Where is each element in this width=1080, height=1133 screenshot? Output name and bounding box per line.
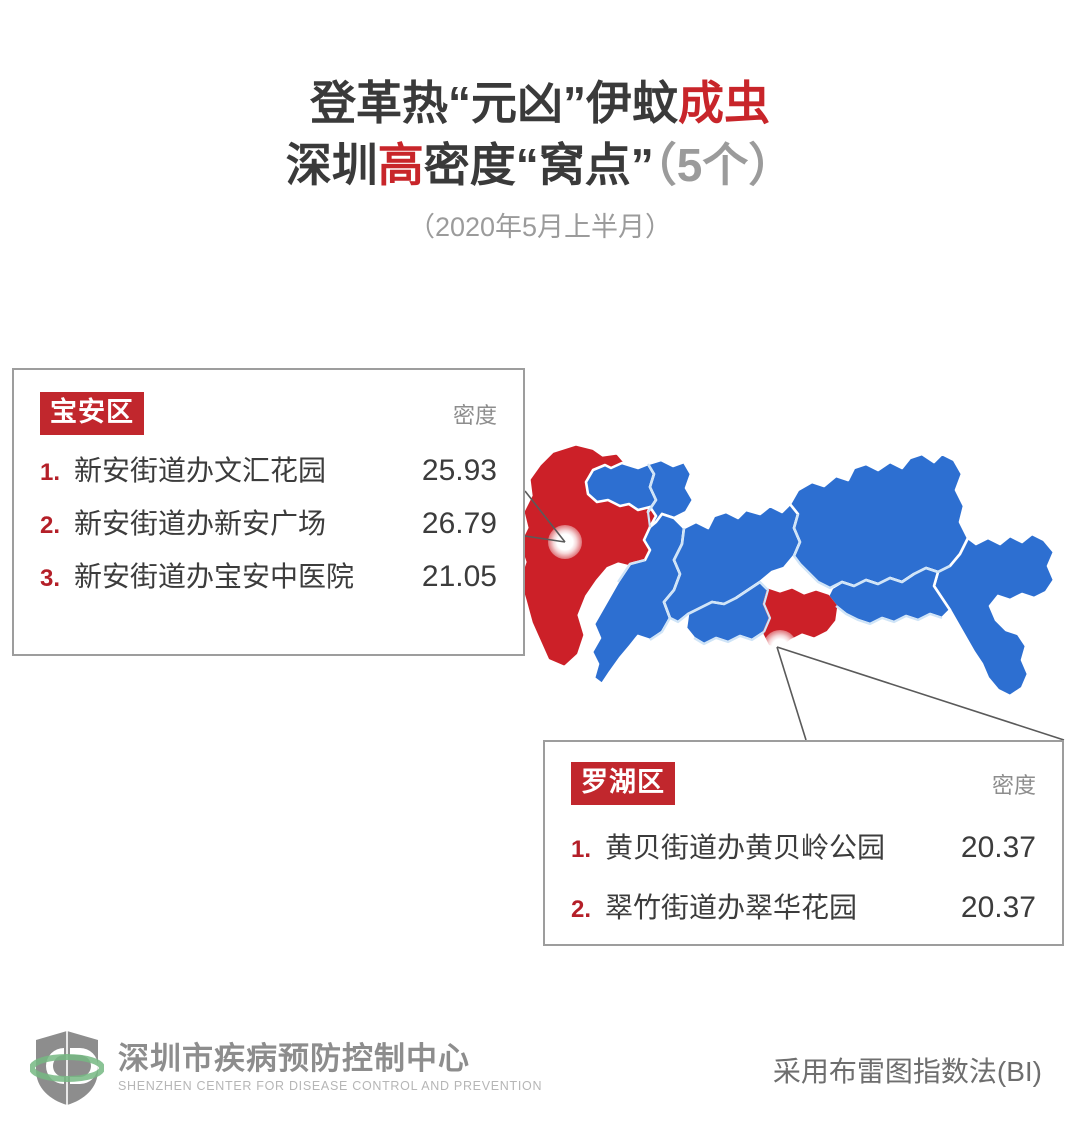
- density-column-header-luohu: 密度: [991, 773, 1036, 798]
- subtitle-period: （2020年5月上半月）: [407, 212, 673, 242]
- title-line-1-main: 登革热“元凶”伊蚊: [310, 77, 678, 129]
- row-location-name: 新安街道办宝安中医院: [74, 561, 355, 592]
- row-rank: 3.: [40, 565, 61, 592]
- row-density-value: 20.37: [960, 891, 1036, 924]
- logo-green-ring-icon: [30, 1054, 104, 1082]
- row-density-value: 25.93: [421, 454, 497, 487]
- map-internal-border-9: [649, 617, 671, 641]
- map-internal-border-2: [662, 527, 686, 619]
- row-rank: 2.: [40, 512, 61, 539]
- row-density-value: 20.37: [960, 831, 1036, 864]
- map-internal-border-7: [835, 605, 943, 626]
- title-line-1-accent: 成虫: [678, 77, 770, 129]
- cdc-shield-logo-icon: [30, 1031, 104, 1105]
- org-logo-group: 深圳市疾病预防控制中心 SHENZHEN CENTER FOR DISEASE …: [30, 1028, 542, 1108]
- district-badge-baoan: 宝安区: [40, 392, 144, 435]
- map-svg: [520, 445, 1056, 698]
- title-line-2-tail: 密度“窝点”: [423, 139, 654, 191]
- row-rank: 1.: [571, 836, 592, 863]
- map-internal-border-6: [841, 565, 951, 588]
- footer: 深圳市疾病预防控制中心 SHENZHEN CENTER FOR DISEASE …: [0, 1020, 1080, 1116]
- row-density-value: 26.79: [421, 507, 497, 540]
- row-location-name: 翠竹街道办翠华花园: [605, 892, 858, 923]
- district-luohu-shape: [762, 588, 838, 648]
- title-line-1: 登革热“元凶”伊蚊成虫: [0, 72, 1080, 134]
- table-row: 1. 新安街道办文汇花园 25.93: [40, 449, 497, 489]
- method-note: 采用布雷图指数法(BI): [772, 1056, 1042, 1087]
- panel-header-baoan: 宝安区 密度: [40, 392, 497, 436]
- map-internal-border-8: [617, 558, 646, 583]
- row-location-name: 黄贝街道办黄贝岭公园: [605, 832, 886, 863]
- table-row: 2. 翠竹街道办翠华花园 20.37: [571, 886, 1036, 926]
- row-location-name: 新安街道办新安广场: [74, 508, 327, 539]
- table-row: 3. 新安街道办宝安中医院 21.05: [40, 555, 497, 595]
- row-rank: 2.: [571, 896, 592, 923]
- row-density-value: 21.05: [421, 560, 497, 593]
- org-name-cn: 深圳市疾病预防控制中心: [118, 1041, 470, 1076]
- district-panel-baoan: 宝安区 密度 1. 新安街道办文汇花园 25.93 2. 新安街道办新安广场 2…: [12, 368, 525, 656]
- map-internal-border-4: [735, 580, 772, 633]
- map-internal-border-10: [693, 631, 765, 646]
- title-line-2-main: 深圳: [285, 139, 378, 191]
- district-panel-luohu: 罗湖区 密度 1. 黄贝街道办黄贝岭公园 20.37 2. 翠竹街道办翠华花园 …: [543, 740, 1064, 946]
- map-internal-border-5: [792, 513, 843, 590]
- title-hotspot-count: （5个）: [653, 139, 795, 191]
- row-location-name: 新安街道办文汇花园: [74, 455, 327, 486]
- district-longgang-shape: [788, 452, 970, 590]
- title-line-2-accent: 高: [377, 139, 424, 191]
- org-name-block: 深圳市疾病预防控制中心 SHENZHEN CENTER FOR DISEASE …: [118, 1041, 542, 1095]
- density-column-header-baoan: 密度: [452, 403, 497, 428]
- table-row: 1. 黄贝街道办黄贝岭公园 20.37: [571, 826, 1036, 866]
- org-name-en: SHENZHEN CENTER FOR DISEASE CONTROL AND …: [118, 1079, 543, 1093]
- district-badge-luohu: 罗湖区: [571, 762, 675, 805]
- map-internal-border-1: [646, 463, 658, 528]
- panel-header-luohu: 罗湖区 密度: [571, 762, 1036, 806]
- shenzhen-district-map: [498, 432, 1080, 762]
- district-dapeng-shape: [932, 532, 1056, 698]
- title-line-2: 深圳高密度“窝点”（5个）: [0, 134, 1080, 196]
- row-rank: 1.: [40, 459, 61, 486]
- table-row: 2. 新安街道办新安广场 26.79: [40, 502, 497, 542]
- map-internal-border-3: [669, 597, 737, 624]
- title-block: 登革热“元凶”伊蚊成虫 深圳高密度“窝点”（5个） （2020年5月上半月）: [0, 72, 1080, 244]
